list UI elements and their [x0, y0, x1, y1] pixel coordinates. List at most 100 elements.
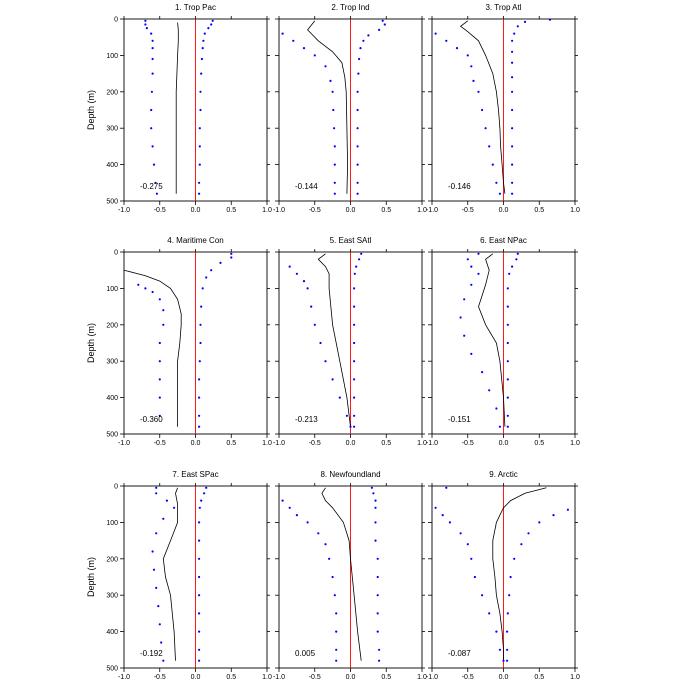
series-dots-upper: [506, 252, 519, 428]
data-point: [198, 378, 201, 381]
data-point: [230, 256, 233, 259]
x-tick-label: 0.0: [499, 440, 509, 447]
y-tick-label: 400: [106, 395, 118, 402]
data-point: [345, 414, 348, 417]
y-tick-label: 100: [106, 53, 118, 60]
data-point: [362, 39, 365, 42]
data-point: [381, 19, 384, 22]
data-point: [313, 54, 316, 57]
panel-4: 4. Maritime Con -1.0 -0.5 0.0 0.5 1.0 0 100 200 3…: [86, 236, 272, 447]
data-point: [162, 309, 165, 312]
x-tick-label: 0.0: [191, 674, 201, 681]
series-line-mean: [317, 253, 351, 427]
data-point: [281, 32, 284, 35]
panel-5: 5. East SAtl -1.0 -0.5 0.0 0.5 1.0 -0.213: [273, 236, 427, 447]
series-dots-lower: [151, 486, 176, 662]
data-point: [158, 360, 161, 363]
x-tick-label: 0.5: [381, 674, 391, 681]
panel-title: 5. East SAtl: [330, 236, 372, 245]
data-point: [295, 272, 298, 275]
data-point: [374, 539, 377, 542]
data-point: [510, 61, 514, 64]
data-point: [150, 127, 153, 130]
data-point: [509, 575, 512, 579]
data-point: [360, 252, 363, 255]
data-point: [306, 287, 309, 290]
x-tick-label: -1.0: [426, 207, 438, 214]
data-point: [198, 521, 201, 524]
data-point: [165, 499, 168, 502]
data-point: [319, 341, 322, 345]
y-tick-label: 200: [106, 556, 118, 563]
data-point: [155, 586, 158, 590]
data-point: [506, 360, 509, 363]
series-dots-lower: [281, 499, 338, 662]
data-point: [459, 532, 462, 535]
series-line-mean: [459, 20, 506, 194]
series-line-mean: [478, 253, 506, 427]
panel-annotation: 0.005: [295, 649, 316, 658]
data-point: [324, 65, 327, 68]
data-point: [502, 659, 505, 662]
data-point: [466, 258, 469, 261]
data-point: [506, 648, 509, 651]
data-point: [200, 499, 203, 502]
data-point: [445, 486, 448, 489]
data-point: [198, 425, 201, 428]
panel-7: 7. East SPac -1.0 -0.5 0.0 0.5 1.0 0 100 200 300 4…: [86, 470, 272, 681]
data-point: [481, 594, 484, 597]
data-point: [210, 269, 213, 272]
data-point: [281, 499, 284, 502]
data-point: [158, 396, 161, 399]
data-point: [295, 514, 298, 517]
series-dots-upper: [356, 19, 386, 195]
data-point: [310, 305, 313, 308]
data-point: [150, 32, 153, 35]
x-tick-label: 0.0: [346, 440, 356, 447]
x-tick-label: -0.5: [309, 674, 321, 681]
data-point: [144, 19, 147, 22]
panel-title: 9. Arctic: [489, 470, 517, 479]
data-point: [328, 557, 331, 560]
panel-annotation: -0.275: [140, 182, 163, 191]
data-point: [292, 39, 295, 42]
data-point: [324, 360, 327, 363]
data-point: [434, 32, 437, 35]
data-point: [538, 521, 541, 524]
panel-title: 2. Trop Ind: [331, 3, 369, 12]
data-point: [508, 272, 511, 275]
data-point: [155, 492, 158, 495]
data-point: [376, 630, 379, 633]
x-tick-label: -0.5: [462, 674, 474, 681]
data-point: [374, 499, 377, 502]
data-point: [151, 72, 154, 75]
series-dots-upper: [198, 252, 233, 428]
data-point: [466, 543, 469, 546]
data-point: [477, 90, 480, 93]
x-tick-label: -0.5: [309, 440, 321, 447]
data-point: [202, 39, 205, 42]
x-tick-label: 0.0: [191, 207, 201, 214]
x-tick-label: -0.5: [154, 440, 166, 447]
data-point: [200, 57, 203, 61]
x-tick-label: 0.5: [226, 674, 236, 681]
x-tick-label: 0.5: [381, 440, 391, 447]
data-point: [510, 192, 514, 195]
data-point: [359, 47, 362, 50]
x-tick-label: -1.0: [273, 207, 285, 214]
data-point: [353, 341, 356, 345]
x-tick-label: -1.0: [118, 674, 130, 681]
data-point: [198, 181, 201, 184]
data-point: [332, 108, 335, 112]
data-point: [158, 414, 161, 417]
series-line-mean: [307, 20, 349, 194]
data-point: [510, 145, 514, 148]
data-point: [158, 378, 161, 381]
data-point: [376, 557, 379, 560]
data-point: [353, 287, 356, 290]
data-point: [495, 630, 498, 633]
series-dots-lower: [434, 486, 505, 662]
panel-6: 6. East NPac -1.0 -0.5 0.0 0.5 1.0 -0.151: [426, 236, 580, 447]
data-point: [355, 265, 358, 268]
data-point: [333, 163, 336, 166]
